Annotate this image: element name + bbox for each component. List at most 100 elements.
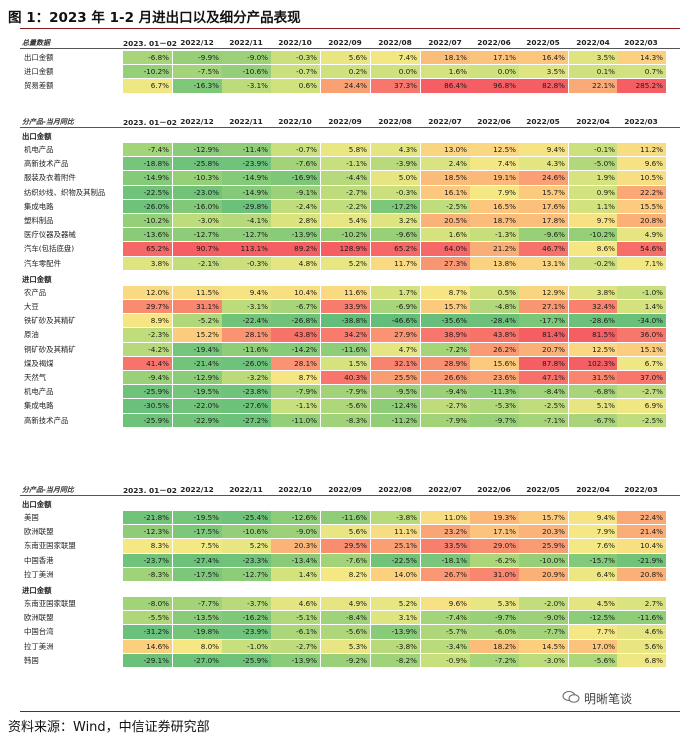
value-cell: -9.2% — [321, 653, 370, 667]
value-cell: -25.9% — [222, 653, 271, 667]
value-cell: -12.9% — [173, 371, 222, 385]
value-cell: 28.9% — [421, 356, 470, 370]
value-cell: 28.1% — [222, 328, 271, 342]
value-cell: 3.5% — [569, 51, 618, 65]
value-cell: 0.6% — [271, 79, 320, 93]
value-cell: -10.2% — [321, 228, 370, 242]
value-cell: 9.6% — [421, 597, 470, 611]
value-cell: -27.4% — [173, 553, 222, 567]
section-title: 分产品-当月同比 — [22, 486, 74, 494]
table-row: 大豆 29.7% 31.1% -3.1% -6.7% 33.9% -6.9% 15.7% -4.… — [20, 300, 680, 314]
column-header: 2022/04 — [576, 117, 610, 126]
value-cell: -11.2% — [371, 413, 420, 427]
row-label: 原油 — [24, 330, 39, 340]
value-cell: 24.4% — [321, 79, 370, 93]
value-cell: 5.3% — [470, 597, 519, 611]
column-header: 2023. 01－02 — [123, 118, 177, 127]
value-cell: 4.5% — [569, 597, 618, 611]
value-cell: -1.1% — [271, 399, 320, 413]
table-row: 铜矿砂及其精矿 -4.2% -19.4% -11.6% -14.2% -11.6% 4.7%… — [20, 342, 680, 356]
value-cell: 4.6% — [617, 625, 666, 639]
row-label: 天然气 — [24, 373, 47, 382]
row-label: 大豆 — [24, 302, 39, 311]
table-row: 贸易差额 6.7% -16.3% -3.1% 0.6% 24.4% 37.3% 86.4% 96… — [20, 79, 680, 93]
value-cell: -8.4% — [321, 611, 370, 625]
value-cell: -14.9% — [123, 171, 172, 185]
table-row: 机电产品 -7.4% -12.9% -11.4% -0.7% 5.8% 4.3% 13.0% 1… — [20, 143, 680, 157]
value-cell: -21.9% — [617, 553, 666, 567]
value-cell: 6.7% — [617, 356, 666, 370]
group-label-row: 进口金额 — [20, 584, 680, 596]
value-cell: -23.0% — [173, 185, 222, 199]
value-cell: -21.8% — [123, 511, 172, 525]
row-label: 铁矿砂及其精矿 — [24, 316, 76, 326]
value-cell: 7.4% — [470, 157, 519, 171]
value-cell: -22.5% — [371, 553, 420, 567]
value-cell: 20.3% — [519, 525, 568, 539]
value-cell: 41.4% — [123, 356, 172, 370]
column-header: 2022/08 — [378, 117, 412, 126]
value-cell: -13.9% — [371, 625, 420, 639]
value-cell: -6.7% — [271, 300, 320, 314]
value-cell: -3.7% — [222, 597, 271, 611]
value-cell: 11.7% — [371, 256, 420, 270]
value-cell: -5.6% — [321, 625, 370, 639]
row-label: 贸易差额 — [24, 81, 54, 91]
value-cell: 89.2% — [271, 242, 320, 256]
value-cell: -8.3% — [321, 413, 370, 427]
value-cell: -9.4% — [123, 371, 172, 385]
table-row: 天然气 -9.4% -12.9% -3.2% 8.7% 40.3% 25.5% 26.6% 23… — [20, 371, 680, 385]
value-cell: 285.2% — [617, 79, 666, 93]
value-cell: -7.6% — [321, 553, 370, 567]
value-cell: 5.0% — [371, 171, 420, 185]
section-header-row: 分产品-当月同比 2023. 01－02 2022/12 2022/11 2022/10… — [20, 484, 680, 495]
value-cell: 1.6% — [421, 228, 470, 242]
value-cell: -7.6% — [271, 157, 320, 171]
value-cell: -29.8% — [222, 199, 271, 213]
table-row: 原油 -2.3% 15.2% 28.1% 43.8% 34.2% 27.9% 38.9% 43.… — [20, 328, 680, 342]
value-cell: -10.2% — [569, 228, 618, 242]
group-label-row: 出口金额 — [20, 498, 680, 510]
value-cell: -10.2% — [123, 214, 172, 228]
column-header: 2022/06 — [477, 38, 511, 47]
value-cell: -12.5% — [569, 611, 618, 625]
row-label: 中国台湾 — [24, 627, 54, 637]
value-cell: 11.1% — [371, 525, 420, 539]
column-header: 2022/03 — [624, 38, 658, 47]
value-cell: -2.5% — [519, 399, 568, 413]
table-row: 集成电路 -26.0% -16.0% -29.8% -2.4% -2.2% -17.2% -2… — [20, 199, 680, 213]
value-cell: 9.4% — [519, 143, 568, 157]
value-cell: 54.6% — [617, 242, 666, 256]
value-cell: -7.7% — [519, 625, 568, 639]
value-cell: -2.2% — [321, 199, 370, 213]
value-cell: -12.7% — [222, 228, 271, 242]
value-cell: 1.4% — [617, 300, 666, 314]
table-row: 韩国 -29.1% -27.0% -25.9% -13.9% -9.2% -8.2% -0.9… — [20, 653, 680, 667]
value-cell: -11.6% — [321, 511, 370, 525]
value-cell: 20.8% — [617, 567, 666, 581]
value-cell: -4.1% — [222, 214, 271, 228]
value-cell: -0.3% — [371, 185, 420, 199]
table-row: 欧洲联盟 -12.3% -17.5% -10.6% -9.0% 5.6% 11.1% 23.2… — [20, 525, 680, 539]
value-cell: 22.2% — [617, 185, 666, 199]
value-cell: -7.1% — [519, 413, 568, 427]
row-label: 中国香港 — [24, 555, 54, 565]
value-cell: 27.9% — [371, 328, 420, 342]
column-header: 2022/06 — [477, 117, 511, 126]
table-row: 塑料制品 -10.2% -3.0% -4.1% 2.8% 5.4% 3.2% 20.5% 18.… — [20, 214, 680, 228]
value-cell: 22.1% — [569, 79, 618, 93]
value-cell: -7.9% — [271, 385, 320, 399]
column-header: 2022/07 — [428, 117, 462, 126]
value-cell: -5.6% — [569, 653, 618, 667]
row-label: 汽车(包括底盘) — [24, 244, 75, 254]
value-cell: 14.0% — [371, 567, 420, 581]
value-cell: 5.4% — [321, 214, 370, 228]
value-cell: -27.2% — [222, 413, 271, 427]
value-cell: 0.1% — [569, 65, 618, 79]
value-cell: -2.0% — [519, 597, 568, 611]
section-header-row: 总量数据 2023. 01－02 2022/12 2022/11 2022/10 2022… — [20, 37, 680, 48]
value-cell: 23.6% — [470, 371, 519, 385]
figure-title: 图 1：2023 年 1-2 月进出口以及细分产品表现 — [8, 10, 301, 26]
row-label: 拉丁美洲 — [24, 569, 54, 579]
row-label: 美国 — [24, 513, 39, 522]
